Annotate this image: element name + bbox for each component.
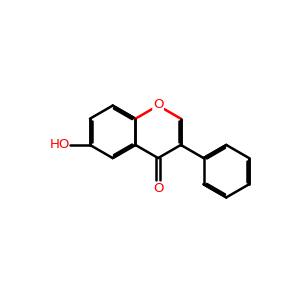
- Text: O: O: [153, 182, 164, 196]
- Text: O: O: [153, 98, 164, 111]
- Text: HO: HO: [50, 138, 70, 152]
